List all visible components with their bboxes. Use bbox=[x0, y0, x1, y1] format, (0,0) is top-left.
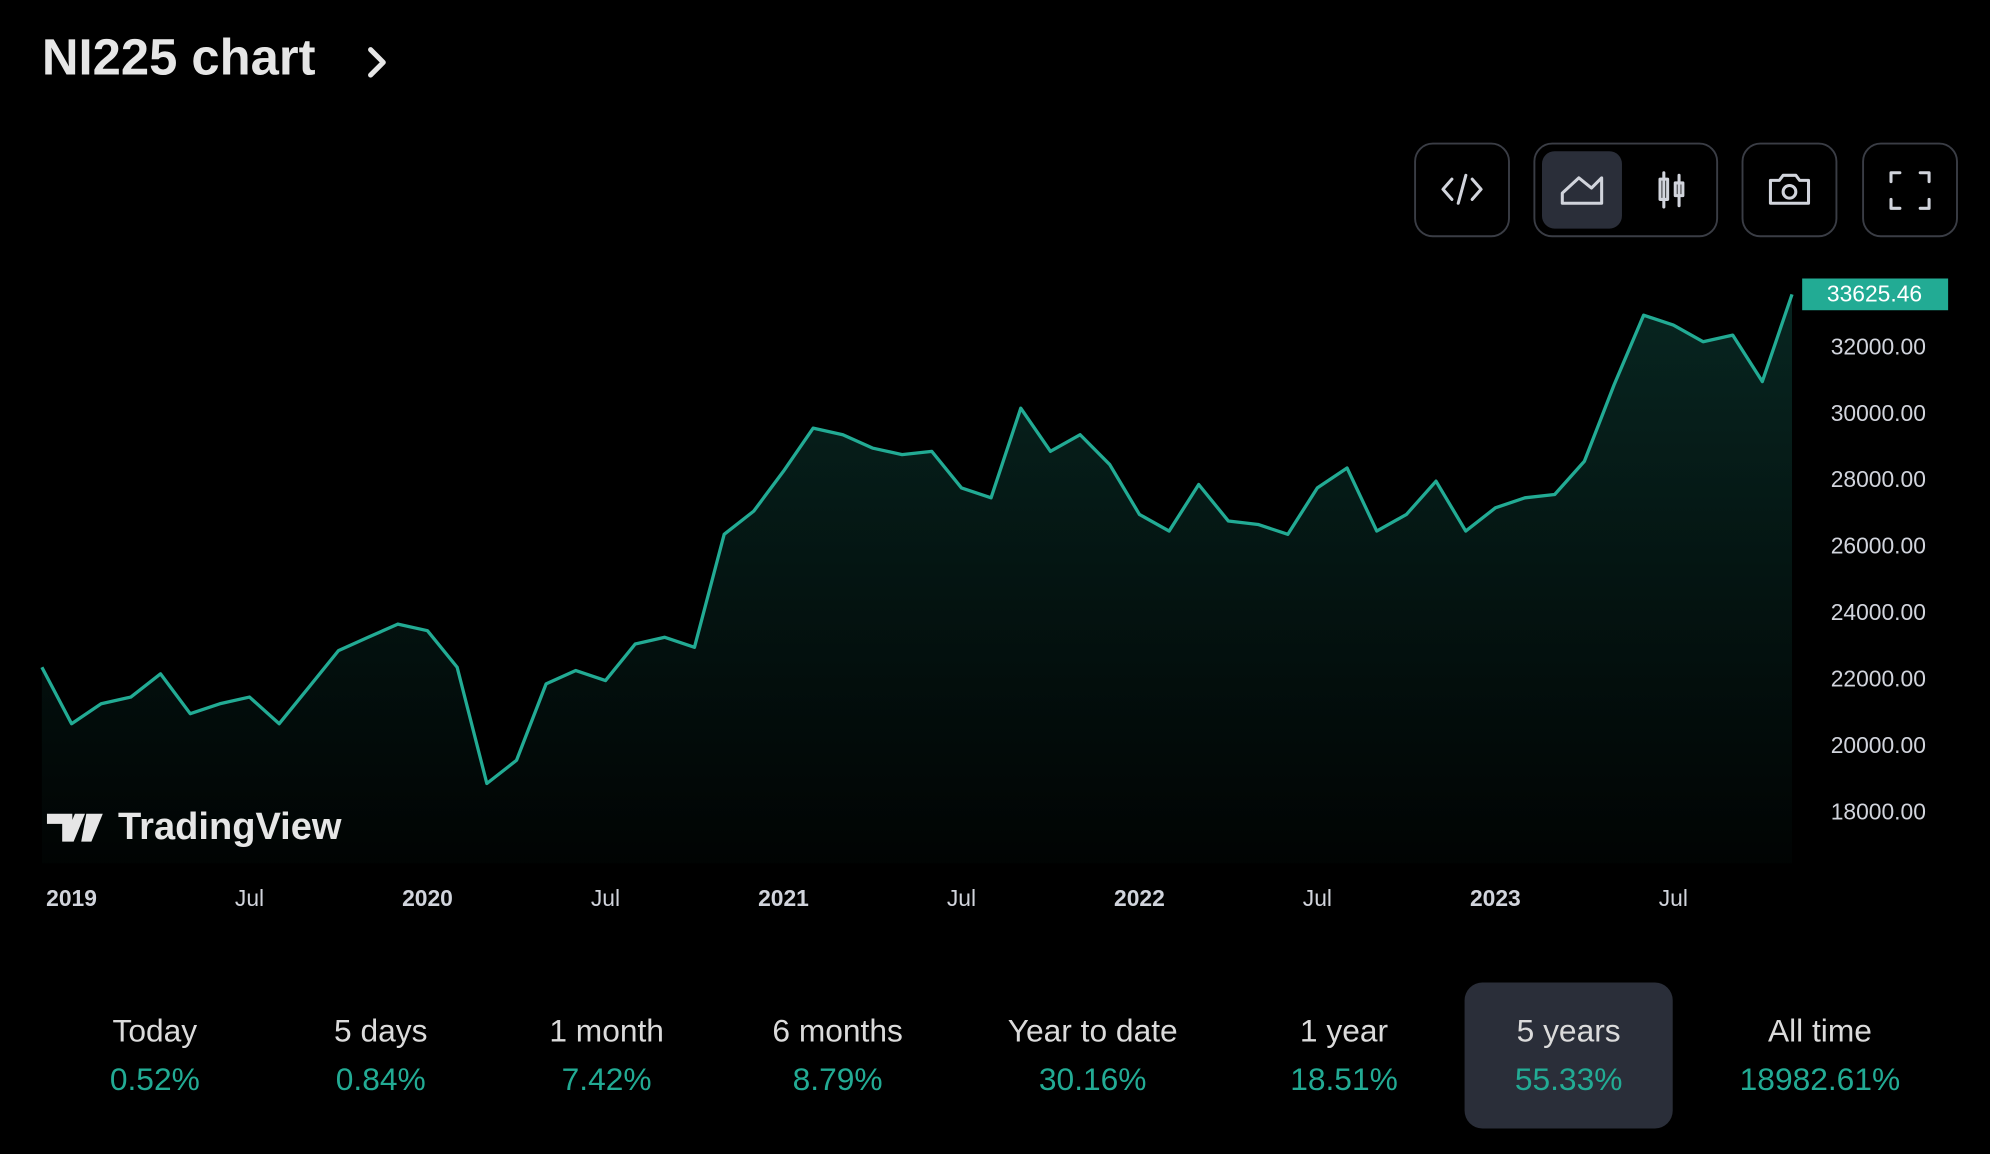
title-chevron[interactable] bbox=[368, 47, 386, 78]
x-tick-label: Jul bbox=[1659, 885, 1688, 911]
period-label: 5 years bbox=[1517, 1013, 1621, 1049]
x-tick-label: Jul bbox=[947, 885, 976, 911]
candle-icon bbox=[1658, 171, 1685, 209]
snapshot-button[interactable] bbox=[1741, 142, 1838, 238]
x-tick-label: Jul bbox=[591, 885, 620, 911]
period-label: 5 days bbox=[334, 1013, 427, 1049]
watermark-text[interactable]: TradingView bbox=[118, 806, 342, 848]
x-tick-label: 2019 bbox=[46, 885, 97, 911]
x-tick-label: 2021 bbox=[758, 885, 809, 911]
period-label: 1 month bbox=[549, 1013, 664, 1049]
watermark-logo bbox=[46, 813, 103, 842]
camera-icon bbox=[1768, 173, 1811, 205]
period-change: 8.79% bbox=[793, 1061, 883, 1097]
period-button[interactable] bbox=[51, 982, 259, 1128]
period-change: 0.52% bbox=[110, 1061, 200, 1097]
area-fill bbox=[41, 294, 1793, 864]
last-price-label: 33625.46 bbox=[1827, 281, 1922, 307]
y-tick-label: 30000.00 bbox=[1831, 400, 1926, 426]
period-active-bg bbox=[1464, 982, 1673, 1129]
period-change: 0.84% bbox=[336, 1061, 426, 1097]
y-tick-label: 24000.00 bbox=[1831, 599, 1926, 625]
area-icon bbox=[1560, 176, 1604, 205]
y-tick-label: 26000.00 bbox=[1831, 533, 1926, 559]
period-label: Today bbox=[113, 1013, 198, 1049]
period-button[interactable] bbox=[1716, 982, 1924, 1128]
y-tick-label: 22000.00 bbox=[1831, 666, 1926, 692]
period-button[interactable] bbox=[503, 982, 711, 1128]
page-title[interactable]: NI225 chart bbox=[42, 29, 316, 86]
period-button[interactable] bbox=[989, 982, 1197, 1128]
plot: 18000.00 20000.00 22000.00 24000.00 26000.00… bbox=[40, 278, 1949, 911]
period-label: 1 year bbox=[1300, 1013, 1389, 1049]
period-label: Year to date bbox=[1008, 1013, 1178, 1049]
x-tick-label: Jul bbox=[1303, 885, 1332, 911]
y-tick-label: 20000.00 bbox=[1831, 732, 1926, 758]
candle-type-button[interactable] bbox=[1637, 151, 1707, 228]
fullscreen-icon bbox=[1889, 171, 1931, 210]
period-button[interactable] bbox=[734, 982, 942, 1128]
period-row: Today 0.52% 5 days 0.84% 1 month 7.42% 6 month… bbox=[51, 982, 1924, 1129]
price-line bbox=[40, 293, 1794, 786]
period-change: 7.42% bbox=[562, 1061, 652, 1097]
x-tick-label: 2020 bbox=[402, 885, 453, 911]
period-change: 55.33% bbox=[1515, 1061, 1623, 1097]
fullscreen-button[interactable] bbox=[1862, 142, 1958, 238]
last-price-badge bbox=[1802, 278, 1949, 311]
embed-icon bbox=[1441, 173, 1483, 205]
y-tick-label: 32000.00 bbox=[1831, 333, 1926, 359]
x-tick-label: Jul bbox=[235, 885, 264, 911]
period-change: 18.51% bbox=[1290, 1061, 1398, 1097]
period-label: 6 months bbox=[772, 1013, 902, 1049]
period-button[interactable] bbox=[277, 982, 485, 1128]
toolbar bbox=[1414, 142, 1958, 238]
camera-lens bbox=[1781, 183, 1798, 200]
period-button[interactable] bbox=[1465, 982, 1673, 1128]
period-button[interactable] bbox=[1240, 982, 1448, 1128]
y-tick-label: 18000.00 bbox=[1831, 798, 1926, 824]
x-tick-label: 2022 bbox=[1114, 885, 1165, 911]
y-tick-label: 28000.00 bbox=[1831, 466, 1926, 492]
watermark: TradingView bbox=[46, 806, 342, 848]
period-label: All time bbox=[1768, 1013, 1872, 1049]
area-type-button[interactable] bbox=[1541, 151, 1622, 229]
period-change: 30.16% bbox=[1039, 1061, 1147, 1097]
period-change: 18982.61% bbox=[1740, 1061, 1901, 1097]
x-tick-label: 2023 bbox=[1470, 885, 1521, 911]
